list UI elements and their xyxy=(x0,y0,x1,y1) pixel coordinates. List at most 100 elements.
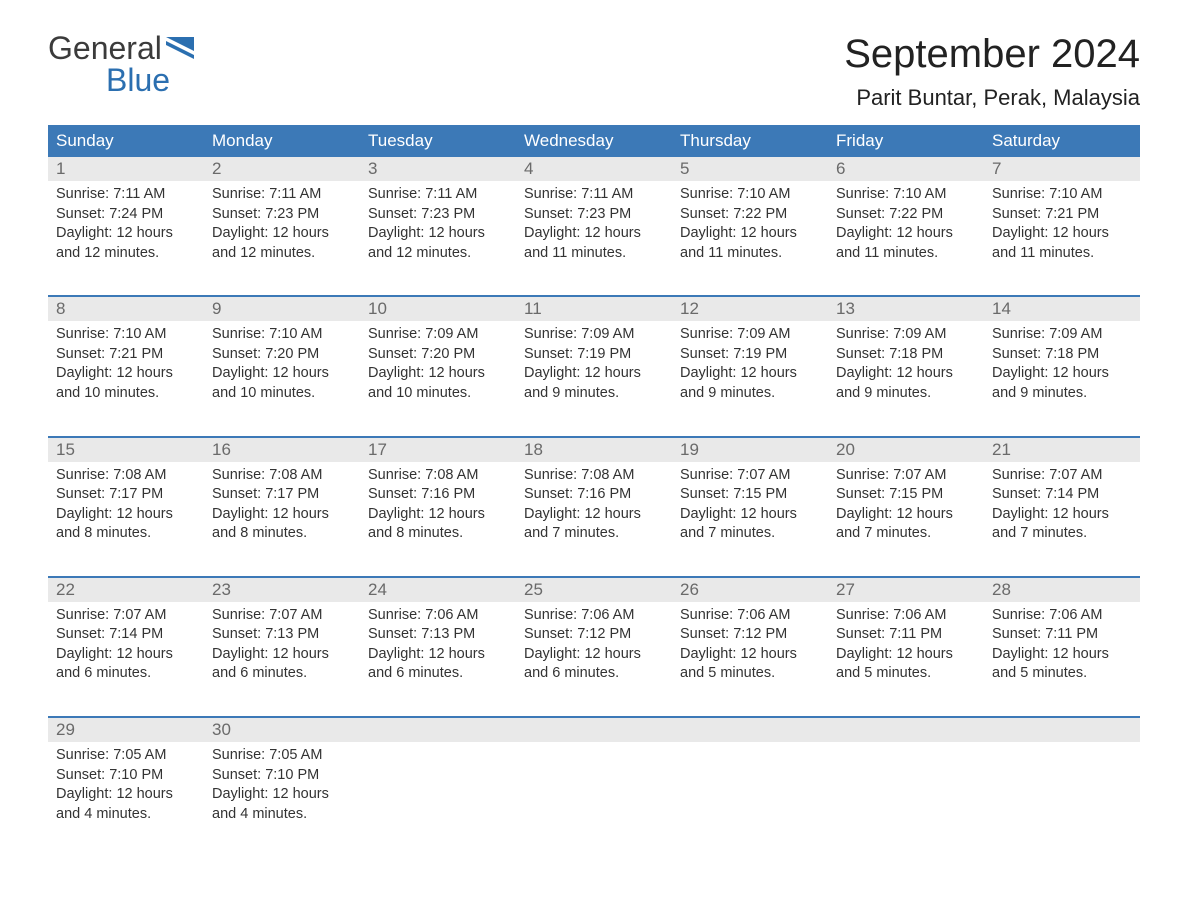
day-number xyxy=(516,718,672,742)
day-sunset: Sunset: 7:17 PM xyxy=(212,485,352,505)
day-d2: and 4 minutes. xyxy=(56,805,196,825)
day-number xyxy=(672,718,828,742)
day-sunrise: Sunrise: 7:11 AM xyxy=(212,185,352,205)
day-cell: Sunrise: 7:11 AMSunset: 7:23 PMDaylight:… xyxy=(360,181,516,281)
dayname: Saturday xyxy=(984,125,1140,157)
day-sunrise: Sunrise: 7:10 AM xyxy=(212,325,352,345)
day-cell: Sunrise: 7:07 AMSunset: 7:14 PMDaylight:… xyxy=(984,462,1140,562)
day-cell: Sunrise: 7:08 AMSunset: 7:16 PMDaylight:… xyxy=(516,462,672,562)
day-sunset: Sunset: 7:16 PM xyxy=(368,485,508,505)
daynum-row: 22232425262728 xyxy=(48,578,1140,602)
day-d2: and 11 minutes. xyxy=(992,244,1132,264)
day-cell: Sunrise: 7:05 AMSunset: 7:10 PMDaylight:… xyxy=(48,742,204,842)
month-title: September 2024 xyxy=(844,32,1140,77)
day-d1: Daylight: 12 hours xyxy=(212,505,352,525)
day-sunset: Sunset: 7:23 PM xyxy=(524,205,664,225)
day-d1: Daylight: 12 hours xyxy=(992,645,1132,665)
day-d2: and 9 minutes. xyxy=(680,384,820,404)
day-d2: and 9 minutes. xyxy=(836,384,976,404)
dayname: Thursday xyxy=(672,125,828,157)
day-sunset: Sunset: 7:21 PM xyxy=(992,205,1132,225)
header: General Blue September 2024 Parit Buntar… xyxy=(48,32,1140,111)
day-sunrise: Sunrise: 7:09 AM xyxy=(524,325,664,345)
day-d1: Daylight: 12 hours xyxy=(212,364,352,384)
day-sunrise: Sunrise: 7:06 AM xyxy=(836,606,976,626)
day-cell: Sunrise: 7:08 AMSunset: 7:16 PMDaylight:… xyxy=(360,462,516,562)
day-d1: Daylight: 12 hours xyxy=(212,645,352,665)
day-d1: Daylight: 12 hours xyxy=(212,785,352,805)
day-number: 15 xyxy=(48,438,204,462)
day-d2: and 9 minutes. xyxy=(992,384,1132,404)
day-cell: Sunrise: 7:06 AMSunset: 7:12 PMDaylight:… xyxy=(672,602,828,702)
day-cell: Sunrise: 7:10 AMSunset: 7:21 PMDaylight:… xyxy=(48,321,204,421)
day-number: 29 xyxy=(48,718,204,742)
day-number: 24 xyxy=(360,578,516,602)
day-sunrise: Sunrise: 7:05 AM xyxy=(212,746,352,766)
day-number: 22 xyxy=(48,578,204,602)
day-d1: Daylight: 12 hours xyxy=(992,505,1132,525)
day-cell: Sunrise: 7:06 AMSunset: 7:11 PMDaylight:… xyxy=(828,602,984,702)
day-d2: and 10 minutes. xyxy=(368,384,508,404)
day-sunrise: Sunrise: 7:06 AM xyxy=(680,606,820,626)
day-sunset: Sunset: 7:19 PM xyxy=(524,345,664,365)
day-number: 25 xyxy=(516,578,672,602)
dayname: Tuesday xyxy=(360,125,516,157)
day-cell: Sunrise: 7:08 AMSunset: 7:17 PMDaylight:… xyxy=(204,462,360,562)
day-d1: Daylight: 12 hours xyxy=(836,364,976,384)
day-cell: Sunrise: 7:10 AMSunset: 7:21 PMDaylight:… xyxy=(984,181,1140,281)
day-d2: and 12 minutes. xyxy=(56,244,196,264)
day-d1: Daylight: 12 hours xyxy=(992,224,1132,244)
day-sunrise: Sunrise: 7:06 AM xyxy=(992,606,1132,626)
day-number: 8 xyxy=(48,297,204,321)
day-sunrise: Sunrise: 7:09 AM xyxy=(680,325,820,345)
day-d2: and 7 minutes. xyxy=(524,524,664,544)
day-d2: and 9 minutes. xyxy=(524,384,664,404)
day-d1: Daylight: 12 hours xyxy=(524,364,664,384)
day-cell: Sunrise: 7:11 AMSunset: 7:24 PMDaylight:… xyxy=(48,181,204,281)
day-d2: and 7 minutes. xyxy=(680,524,820,544)
calendar: SundayMondayTuesdayWednesdayThursdayFrid… xyxy=(48,125,1140,842)
day-cell: Sunrise: 7:07 AMSunset: 7:14 PMDaylight:… xyxy=(48,602,204,702)
day-cell: Sunrise: 7:09 AMSunset: 7:19 PMDaylight:… xyxy=(516,321,672,421)
day-number: 4 xyxy=(516,157,672,181)
day-d2: and 5 minutes. xyxy=(836,664,976,684)
day-sunset: Sunset: 7:24 PM xyxy=(56,205,196,225)
day-cell xyxy=(984,742,1140,842)
location: Parit Buntar, Perak, Malaysia xyxy=(844,85,1140,111)
day-sunset: Sunset: 7:11 PM xyxy=(992,625,1132,645)
day-cell: Sunrise: 7:10 AMSunset: 7:22 PMDaylight:… xyxy=(828,181,984,281)
day-sunrise: Sunrise: 7:08 AM xyxy=(524,466,664,486)
day-sunrise: Sunrise: 7:11 AM xyxy=(368,185,508,205)
day-number: 20 xyxy=(828,438,984,462)
day-d2: and 5 minutes. xyxy=(680,664,820,684)
logo-text-general: General xyxy=(48,32,162,64)
day-d1: Daylight: 12 hours xyxy=(992,364,1132,384)
day-number: 21 xyxy=(984,438,1140,462)
day-d2: and 11 minutes. xyxy=(680,244,820,264)
day-number xyxy=(360,718,516,742)
day-sunset: Sunset: 7:23 PM xyxy=(368,205,508,225)
day-number: 7 xyxy=(984,157,1140,181)
title-block: September 2024 Parit Buntar, Perak, Mala… xyxy=(844,32,1140,111)
day-sunset: Sunset: 7:12 PM xyxy=(524,625,664,645)
day-number: 27 xyxy=(828,578,984,602)
day-number xyxy=(984,718,1140,742)
logo-text-blue: Blue xyxy=(106,64,194,96)
day-d1: Daylight: 12 hours xyxy=(836,645,976,665)
week: 15161718192021Sunrise: 7:08 AMSunset: 7:… xyxy=(48,436,1140,562)
dayname: Monday xyxy=(204,125,360,157)
day-d1: Daylight: 12 hours xyxy=(56,505,196,525)
day-sunset: Sunset: 7:15 PM xyxy=(836,485,976,505)
day-d1: Daylight: 12 hours xyxy=(680,224,820,244)
day-cell: Sunrise: 7:09 AMSunset: 7:20 PMDaylight:… xyxy=(360,321,516,421)
day-cell: Sunrise: 7:05 AMSunset: 7:10 PMDaylight:… xyxy=(204,742,360,842)
day-d2: and 4 minutes. xyxy=(212,805,352,825)
day-d2: and 6 minutes. xyxy=(56,664,196,684)
day-number: 6 xyxy=(828,157,984,181)
day-d2: and 7 minutes. xyxy=(836,524,976,544)
day-d1: Daylight: 12 hours xyxy=(680,645,820,665)
day-d1: Daylight: 12 hours xyxy=(56,364,196,384)
day-d1: Daylight: 12 hours xyxy=(524,224,664,244)
day-sunrise: Sunrise: 7:07 AM xyxy=(212,606,352,626)
day-d2: and 12 minutes. xyxy=(368,244,508,264)
